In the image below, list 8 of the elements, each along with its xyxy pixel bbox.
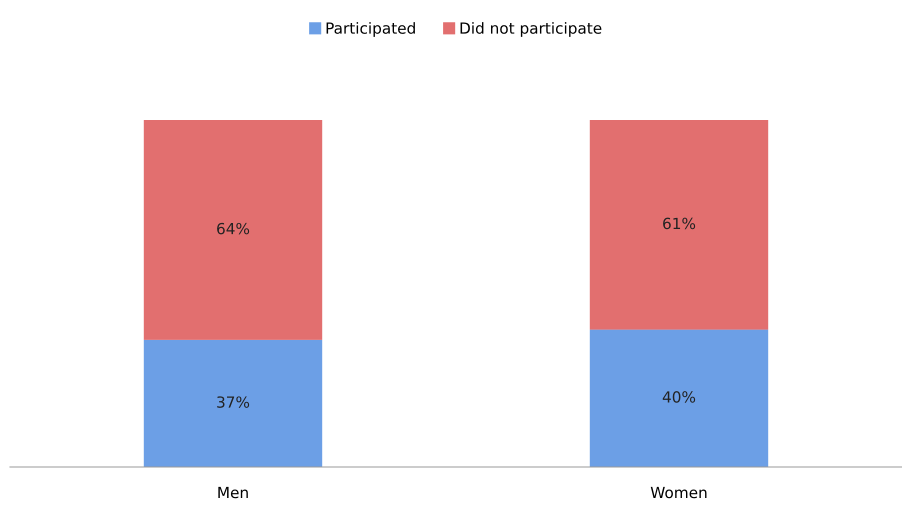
data-label: 37% <box>217 396 250 408</box>
legend-label: Did not participate <box>460 22 602 37</box>
data-label: 61% <box>663 218 696 230</box>
legend-label: Participated <box>326 22 415 37</box>
data-label: 40% <box>662 391 696 403</box>
data-label: 64% <box>217 222 250 234</box>
x-tick-label: Women <box>650 486 706 498</box>
x-tick-label: Men <box>218 486 248 498</box>
